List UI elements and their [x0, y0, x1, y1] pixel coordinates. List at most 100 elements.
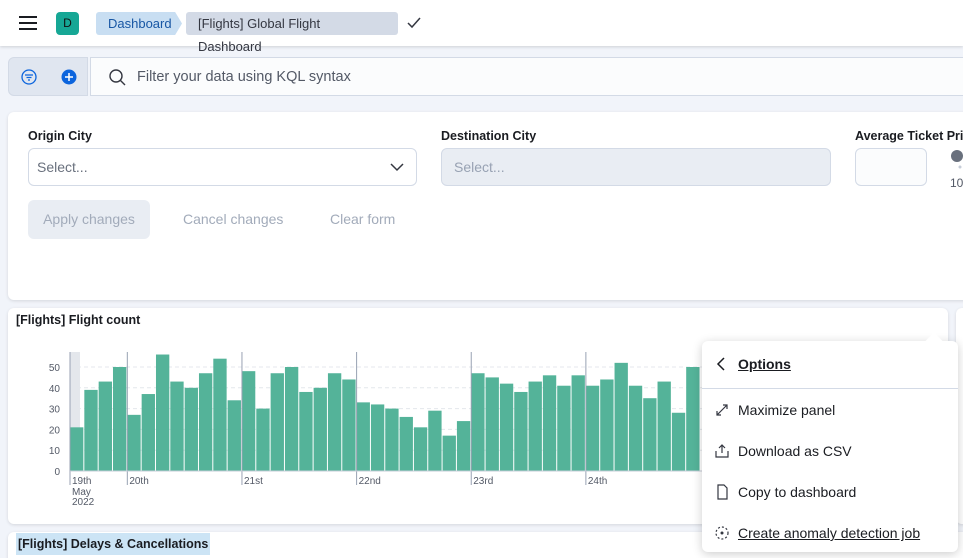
- bar: [671, 412, 686, 471]
- bar: [198, 373, 213, 471]
- x-tick-label: 22nd: [359, 476, 381, 487]
- bar: [356, 402, 370, 471]
- menu-title[interactable]: Options: [738, 356, 791, 372]
- bar: [270, 373, 284, 471]
- x-tick-label: 24th: [588, 476, 607, 487]
- bar: [299, 391, 313, 471]
- controls-panel: Origin City Select... Destination City S…: [8, 112, 963, 300]
- clear-button[interactable]: Clear form: [330, 211, 396, 227]
- space-avatar[interactable]: D: [56, 12, 79, 35]
- bar: [227, 400, 241, 471]
- menu-item[interactable]: Create anomaly detection job: [738, 525, 921, 541]
- ml-icon: [715, 526, 729, 540]
- bar: [428, 410, 442, 471]
- y-tick-label: 20: [49, 425, 61, 436]
- search-placeholder: Filter your data using KQL syntax: [137, 69, 351, 85]
- bar: [686, 367, 700, 471]
- bar: [84, 389, 98, 471]
- bar: [256, 408, 270, 471]
- bar: [528, 381, 542, 471]
- range-input[interactable]: [855, 148, 927, 186]
- bar: [571, 375, 585, 471]
- origin-select[interactable]: Select...: [28, 148, 417, 186]
- x-sublabel: 2022: [72, 497, 95, 508]
- breadcrumb: [Flights] Global Flight Dashboard: [186, 12, 398, 54]
- menu-separator: [702, 388, 958, 389]
- x-tick-label: 21st: [244, 476, 263, 487]
- filter-buttons: [8, 57, 88, 96]
- bar: [643, 398, 657, 471]
- bar: [170, 381, 184, 471]
- bar: [485, 377, 499, 471]
- download-icon: [715, 444, 729, 458]
- partial-bucket: [70, 352, 80, 471]
- breadcrumb[interactable]: Dashboard: [96, 12, 182, 35]
- chevron-down: [390, 163, 404, 172]
- bar: [614, 362, 628, 471]
- range-min-label: 10: [950, 176, 963, 190]
- maximize-icon: [716, 404, 728, 416]
- search-icon: [109, 69, 126, 86]
- menu-item[interactable]: Maximize panel: [738, 402, 836, 418]
- destination-select: Select...: [441, 148, 831, 186]
- x-tick-label: 23rd: [473, 476, 493, 487]
- add-filter-icon[interactable]: [60, 68, 78, 86]
- bar: [600, 379, 614, 471]
- bar: [385, 408, 399, 471]
- filter-icon[interactable]: [20, 68, 38, 86]
- y-tick-label: 0: [54, 467, 60, 478]
- x-tick-label: 19th: [72, 476, 91, 487]
- bar: [184, 387, 198, 471]
- bar: [98, 381, 112, 471]
- bar: [499, 383, 514, 471]
- context-menu: Options Maximize panel Download as CSV C…: [702, 332, 958, 552]
- search-input[interactable]: Filter your data using KQL syntax: [90, 57, 963, 96]
- y-tick-label: 30: [49, 405, 61, 416]
- bar: [141, 394, 155, 471]
- bar: [284, 367, 299, 471]
- menu-item[interactable]: Copy to dashboard: [738, 484, 857, 500]
- bar: [399, 416, 413, 471]
- bar: [456, 421, 471, 471]
- bar: [112, 367, 127, 471]
- chart-title: [Flights] Flight count: [16, 313, 141, 327]
- top-header: D Dashboard [Flights] Global Flight Dash…: [0, 0, 963, 54]
- apply-button[interactable]: Apply changes: [28, 200, 150, 239]
- menu-item[interactable]: Download as CSV: [738, 443, 852, 459]
- bar: [370, 404, 385, 471]
- bar: [442, 435, 456, 471]
- menu-icon[interactable]: [19, 15, 37, 31]
- bar: [542, 375, 557, 471]
- bar: [327, 373, 342, 471]
- cancel-button[interactable]: Cancel changes: [183, 211, 284, 227]
- bar: [342, 379, 356, 471]
- control-label: Average Ticket Pric: [855, 129, 963, 143]
- copy-icon: [717, 484, 728, 500]
- bar: [213, 358, 227, 471]
- bar: [155, 354, 170, 471]
- bar: [657, 381, 671, 471]
- control-label: Destination City: [441, 129, 537, 143]
- x-tick-label: 20th: [129, 476, 148, 487]
- back-icon[interactable]: [716, 357, 726, 371]
- bar: [628, 385, 643, 471]
- check-icon[interactable]: [407, 17, 421, 29]
- side-panel: [956, 308, 963, 524]
- panel-title: [Flights] Delays & Cancellations: [16, 533, 211, 555]
- y-tick-label: 50: [49, 363, 61, 374]
- bar: [514, 391, 528, 471]
- y-tick-label: 40: [49, 384, 61, 395]
- bar: [413, 427, 428, 471]
- bar: [585, 385, 600, 471]
- bar: [557, 385, 571, 471]
- bar: [127, 414, 141, 471]
- select-placeholder: Select...: [37, 159, 88, 175]
- y-tick-label: 10: [49, 446, 61, 457]
- bar: [471, 373, 485, 471]
- bar: [313, 387, 327, 471]
- bar: [70, 427, 84, 471]
- slider-handle[interactable]: [950, 149, 963, 169]
- control-label: Origin City: [28, 129, 92, 143]
